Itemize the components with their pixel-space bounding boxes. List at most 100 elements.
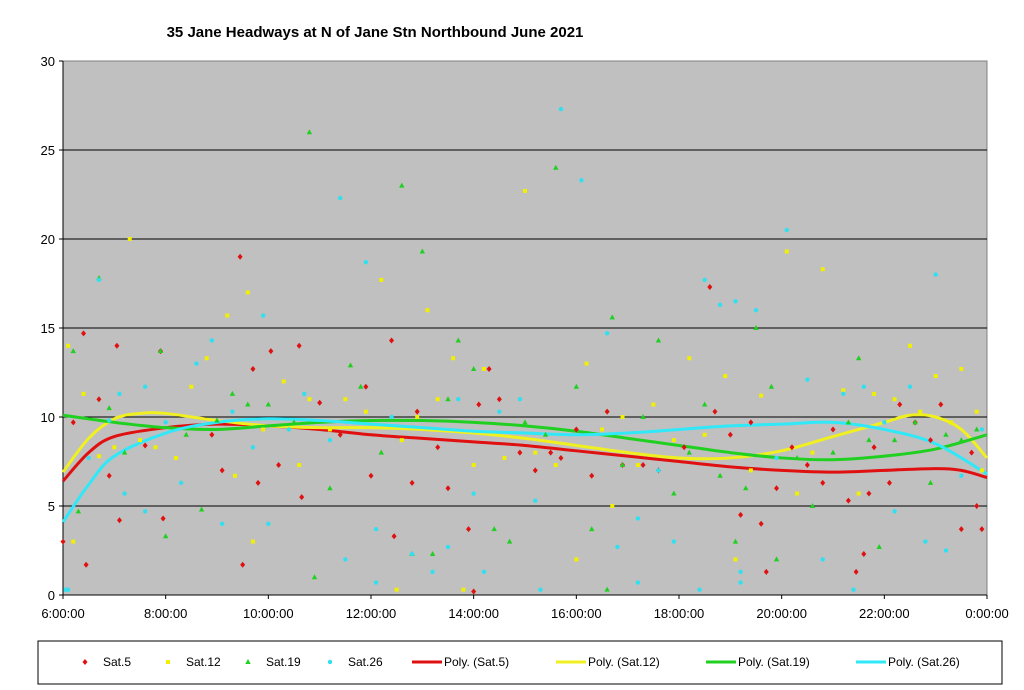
data-point-sat12: [81, 391, 86, 396]
x-tick-label: 16:00:00: [551, 606, 602, 621]
data-point-sat19: [943, 431, 949, 437]
data-point-sat5: [748, 419, 754, 426]
data-point-sat26: [717, 302, 723, 308]
data-point-sat12: [784, 249, 789, 254]
data-point-sat26: [851, 587, 856, 592]
data-point-sat26: [445, 544, 451, 550]
data-point-sat12: [451, 356, 456, 361]
data-point-sat5: [938, 401, 944, 408]
data-point-sat19: [686, 449, 692, 455]
data-point-sat19: [162, 533, 169, 539]
x-tick-label: 12:00:00: [346, 606, 397, 621]
data-point-sat5: [219, 467, 225, 474]
data-point-sat26: [373, 580, 379, 585]
data-point-sat5: [60, 538, 66, 545]
data-point-sat5: [268, 348, 274, 355]
data-point-sat5: [368, 472, 374, 479]
data-point-sat26: [389, 414, 394, 420]
data-point-sat26: [409, 551, 415, 557]
data-point-sat19: [809, 503, 816, 508]
data-point-sat19: [429, 551, 436, 557]
legend: [37, 640, 1003, 685]
data-point-sat12: [687, 356, 692, 361]
data-point-sat12: [723, 374, 728, 379]
data-point-sat26: [122, 491, 127, 496]
data-point-sat12: [297, 463, 302, 468]
data-point-sat26: [635, 516, 641, 521]
data-point-sat26: [820, 557, 825, 562]
data-point-sat12: [974, 409, 979, 414]
data-point-sat12: [307, 397, 312, 402]
data-point-sat12: [232, 473, 237, 478]
data-point-sat5: [299, 494, 305, 501]
data-point-sat19: [753, 325, 759, 330]
data-point-sat5: [681, 444, 687, 451]
data-point-sat5: [435, 444, 441, 451]
data-point-sat12: [471, 463, 476, 468]
data-point-sat19: [347, 362, 354, 368]
data-point-sat19: [589, 526, 595, 532]
data-point-sat12: [671, 438, 676, 443]
data-point-sat26: [538, 587, 543, 592]
data-point-sat5: [532, 467, 538, 474]
legend-marker-sat12: [166, 660, 170, 664]
data-point-sat19: [743, 485, 749, 491]
y-tick-label: 0: [48, 588, 55, 603]
data-point-sat26: [178, 480, 184, 486]
data-point-sat26: [230, 409, 235, 414]
data-point-sat5: [727, 431, 733, 438]
data-point-sat26: [753, 308, 759, 313]
trendline-poly-sat-19-: [62, 413, 988, 462]
data-point-sat5: [237, 253, 243, 260]
data-point-sat12: [481, 366, 486, 371]
data-point-sat26: [117, 391, 122, 397]
data-point-sat5: [758, 520, 764, 527]
trendline-poly-sat-12-: [61, 411, 989, 474]
y-tick-label: 30: [41, 54, 55, 69]
data-point-sat26: [430, 569, 435, 575]
data-point-sat12: [553, 463, 558, 468]
data-point-sat19: [399, 182, 405, 188]
data-point-sat5: [391, 533, 397, 540]
data-point-sat26: [471, 491, 476, 496]
data-point-sat19: [121, 449, 128, 455]
data-point-sat26: [363, 259, 369, 265]
data-point-sat26: [841, 391, 846, 397]
data-point-sat12: [399, 438, 404, 443]
data-point-sat5: [712, 408, 718, 415]
data-point-sat19: [455, 337, 461, 343]
data-point-sat5: [820, 479, 826, 486]
data-point-sat12: [189, 384, 194, 389]
data-point-sat12: [425, 308, 430, 313]
data-point-sat5: [106, 472, 112, 479]
data-point-sat12: [71, 539, 76, 544]
data-point-sat12: [281, 379, 286, 384]
data-point-sat26: [738, 580, 743, 585]
data-point-sat5: [789, 444, 795, 451]
data-point-sat26: [338, 195, 343, 201]
data-point-sat5: [317, 399, 323, 406]
data-point-sat26: [784, 227, 789, 233]
legend-label: Poly. (Sat.26): [888, 655, 960, 669]
data-point-sat12: [225, 313, 230, 318]
legend-label: Sat.19: [266, 655, 301, 669]
data-point-sat26: [533, 498, 538, 503]
data-point-sat19: [306, 129, 313, 135]
chart-title: 35 Jane Headways at N of Jane Stn Northb…: [167, 24, 584, 41]
data-point-sat26: [107, 418, 112, 423]
data-point-sat5: [466, 526, 472, 533]
data-point-sat12: [327, 427, 332, 432]
x-tick-label: 20:00:00: [756, 606, 807, 621]
data-point-sat5: [589, 472, 595, 479]
data-point-sat19: [491, 526, 497, 532]
data-point-sat26: [943, 548, 949, 553]
data-point-sat19: [70, 348, 76, 354]
data-point-sat19: [358, 383, 364, 389]
data-point-sat26: [907, 384, 913, 389]
data-point-sat12: [96, 454, 101, 459]
data-point-sat5: [861, 551, 867, 558]
data-point-sat5: [558, 454, 564, 461]
x-tick-label: 22:00:00: [859, 606, 910, 621]
data-point-sat26: [343, 557, 348, 562]
data-point-sat26: [656, 468, 661, 473]
